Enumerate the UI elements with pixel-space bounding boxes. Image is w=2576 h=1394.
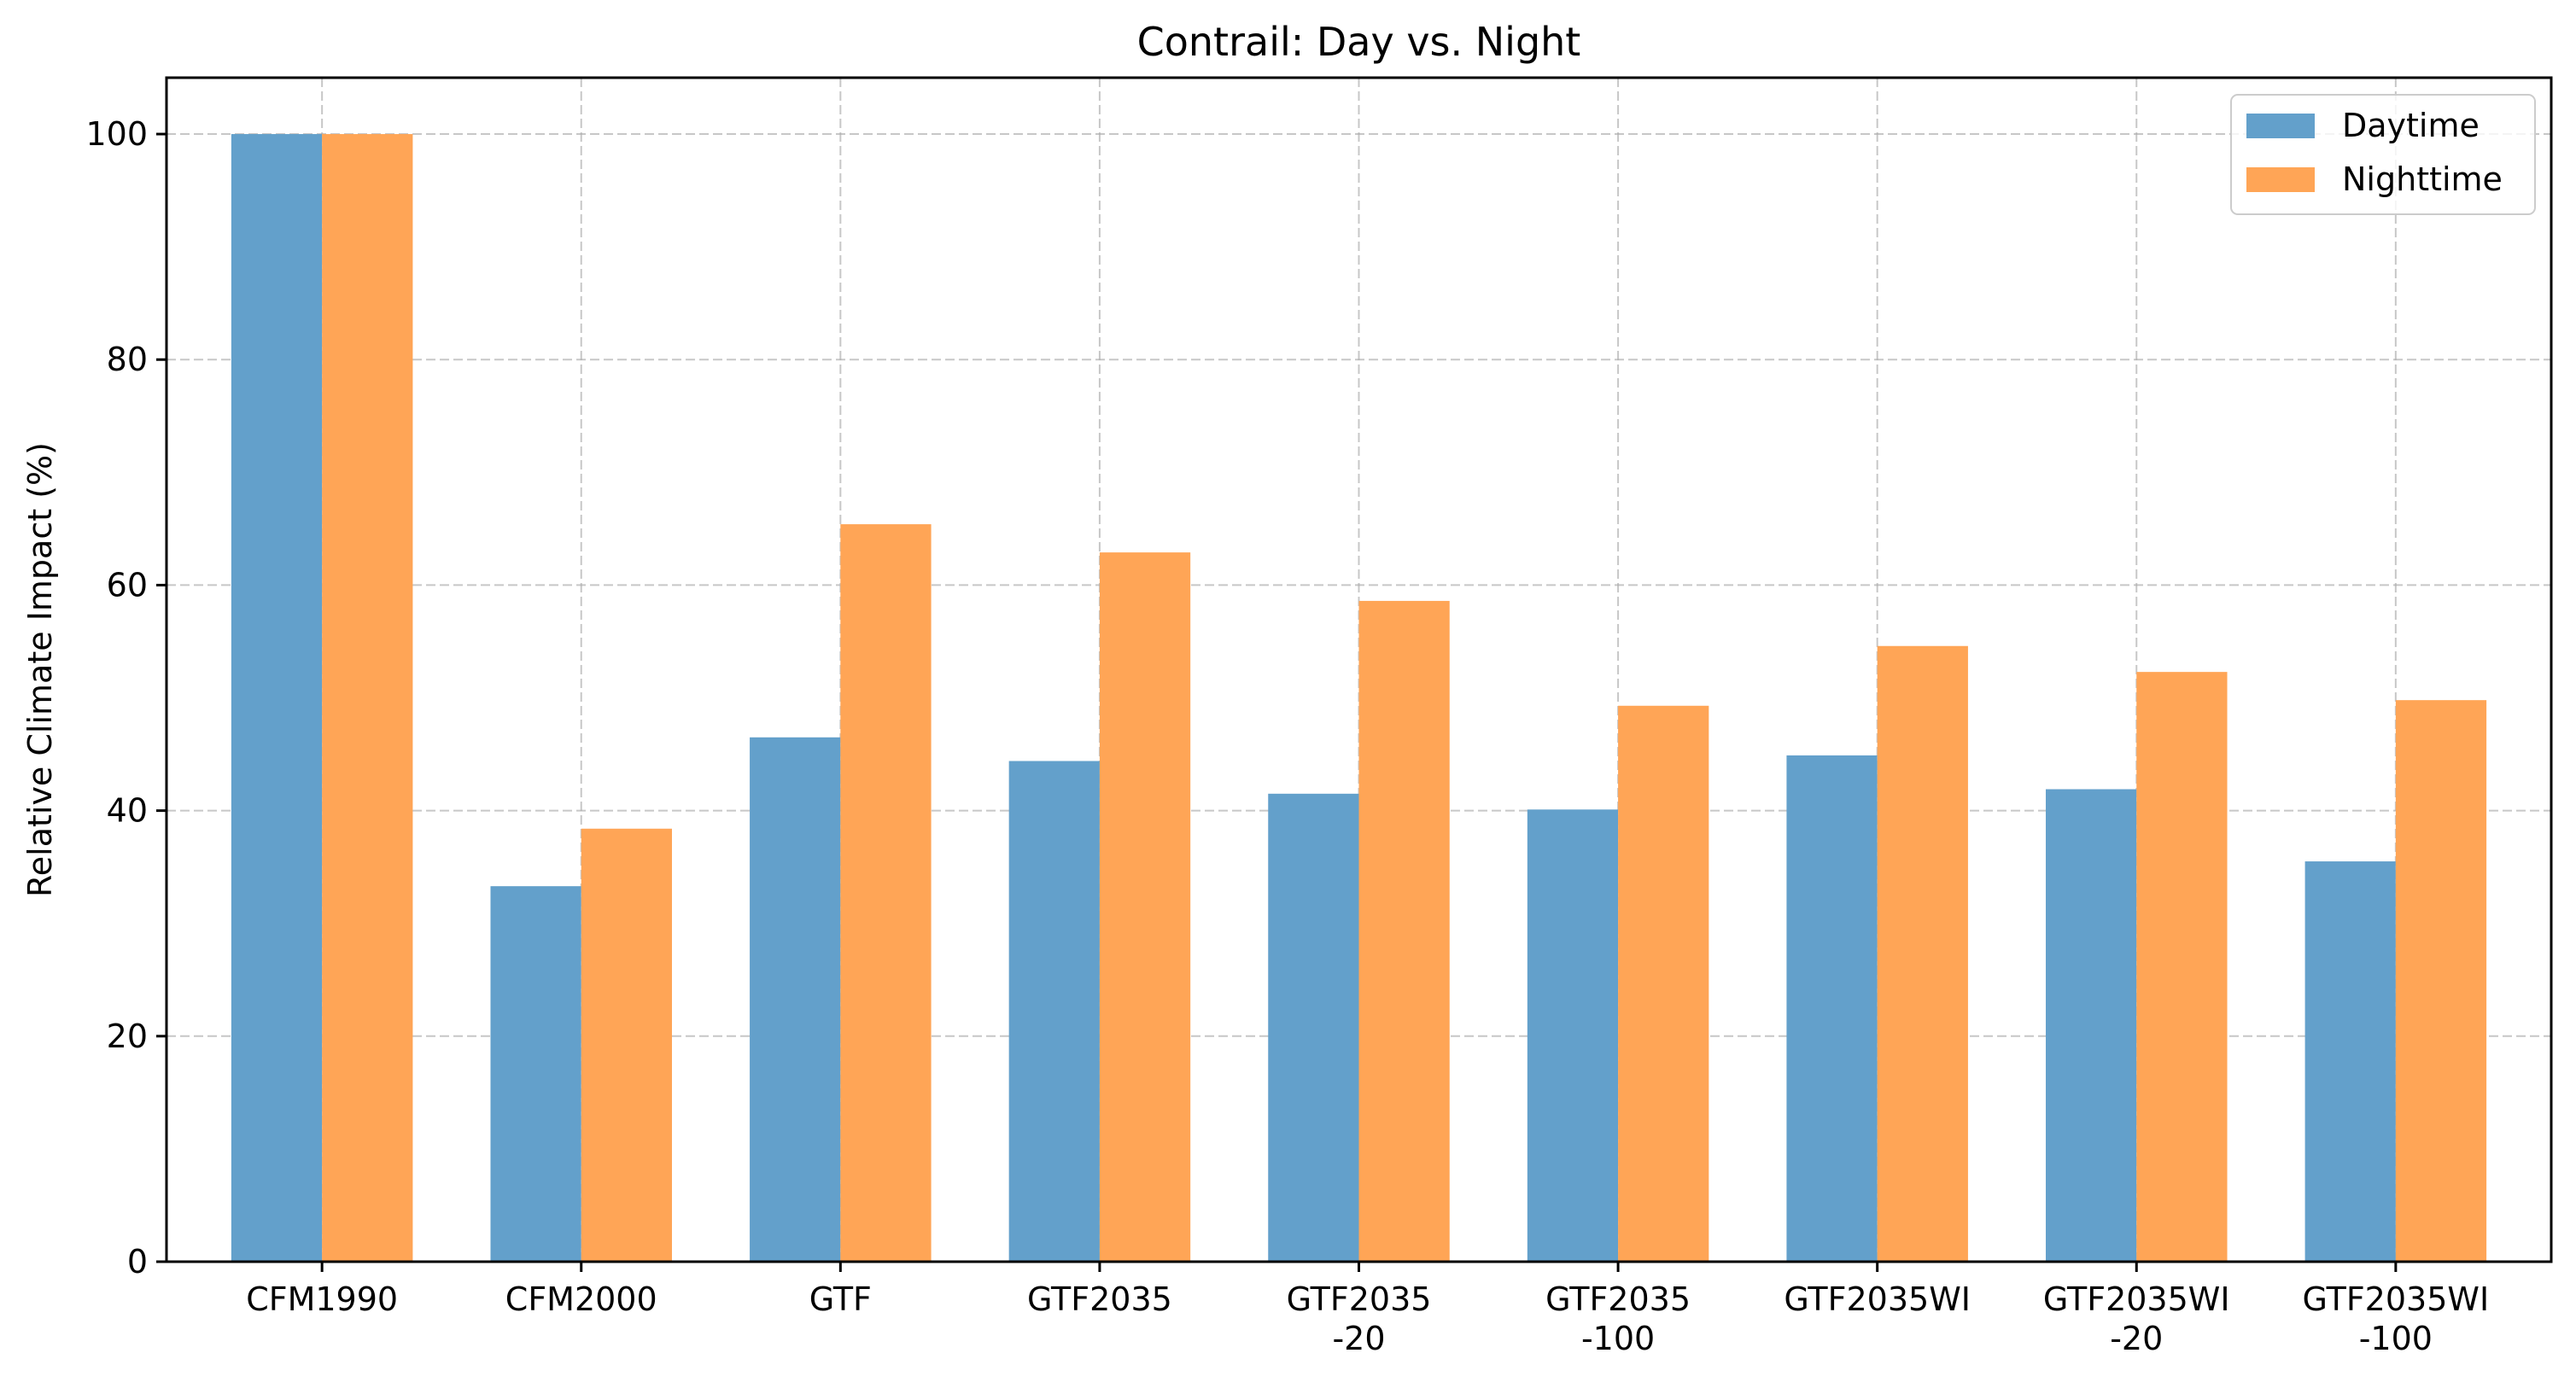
bar-daytime-6 xyxy=(1786,755,1878,1262)
bar-nighttime-8 xyxy=(2395,700,2487,1262)
bar-daytime-5 xyxy=(1527,809,1619,1262)
bar-daytime-2 xyxy=(750,737,841,1262)
x-tick-label-line: -20 xyxy=(2110,1320,2163,1357)
y-tick-label: 40 xyxy=(107,792,148,830)
bar-nighttime-1 xyxy=(581,828,672,1262)
chart-title: Contrail: Day vs. Night xyxy=(1137,19,1581,65)
legend-swatch-nighttime xyxy=(2246,167,2315,192)
x-tick-label-line: CFM1990 xyxy=(246,1280,398,1318)
y-tick-label: 60 xyxy=(107,566,148,604)
x-tick-label-line: -20 xyxy=(1332,1320,1385,1357)
bar-nighttime-4 xyxy=(1358,600,1450,1262)
bar-nighttime-7 xyxy=(2136,672,2228,1262)
x-tick-label: CFM2000 xyxy=(505,1280,657,1318)
x-tick-label: GTF2035WI xyxy=(1784,1280,1971,1318)
y-tick-label: 20 xyxy=(107,1018,148,1055)
x-tick-label-line: GTF2035 xyxy=(1545,1280,1691,1318)
bar-daytime-7 xyxy=(2046,789,2137,1262)
x-tick-label-line: GTF2035 xyxy=(1287,1280,1432,1318)
bar-daytime-4 xyxy=(1268,793,1359,1262)
x-tick-label: GTF2035WI -100 xyxy=(2303,1280,2490,1357)
y-axis-label: Relative Climate Impact (%) xyxy=(21,442,59,897)
bar-nighttime-0 xyxy=(322,134,413,1263)
x-tick-label: GTF2035WI -20 xyxy=(2043,1280,2230,1357)
x-tick-label-line: -100 xyxy=(1581,1320,1655,1357)
x-tick-label-line: GTF2035WI xyxy=(2043,1280,2230,1318)
bar-daytime-1 xyxy=(490,886,581,1262)
x-tick-label-line: GTF2035WI xyxy=(1784,1280,1971,1318)
y-tick-label: 80 xyxy=(107,341,148,378)
bar-daytime-0 xyxy=(231,134,323,1263)
legend: Daytime Nighttime xyxy=(2230,94,2536,215)
bar-nighttime-5 xyxy=(1618,705,1709,1262)
legend-swatch-daytime xyxy=(2246,114,2315,138)
x-tick-label-line: GTF xyxy=(809,1280,872,1318)
bar-nighttime-6 xyxy=(1877,645,1968,1262)
bars-layer xyxy=(231,134,2487,1263)
bar-nighttime-2 xyxy=(840,524,932,1262)
y-tick-label: 0 xyxy=(127,1243,148,1280)
bar-nighttime-3 xyxy=(1099,552,1191,1262)
x-tick-label: GTF xyxy=(809,1280,872,1318)
x-tick-label-line: GTF2035WI xyxy=(2303,1280,2490,1318)
x-tick-label: GTF2035 -100 xyxy=(1545,1280,1691,1357)
x-tick-label: GTF2035 -20 xyxy=(1287,1280,1432,1357)
y-tick-label: 100 xyxy=(85,115,148,153)
x-tick-label-line: CFM2000 xyxy=(505,1280,657,1318)
x-tick-label-line: -100 xyxy=(2359,1320,2433,1357)
legend-label-daytime: Daytime xyxy=(2342,107,2480,144)
x-tick-label: CFM1990 xyxy=(246,1280,398,1318)
bar-daytime-8 xyxy=(2304,861,2396,1262)
bar-daytime-3 xyxy=(1008,761,1100,1262)
x-tick-label-line: GTF2035 xyxy=(1027,1280,1172,1318)
legend-label-nighttime: Nighttime xyxy=(2342,160,2503,198)
x-tick-label: GTF2035 xyxy=(1027,1280,1172,1318)
